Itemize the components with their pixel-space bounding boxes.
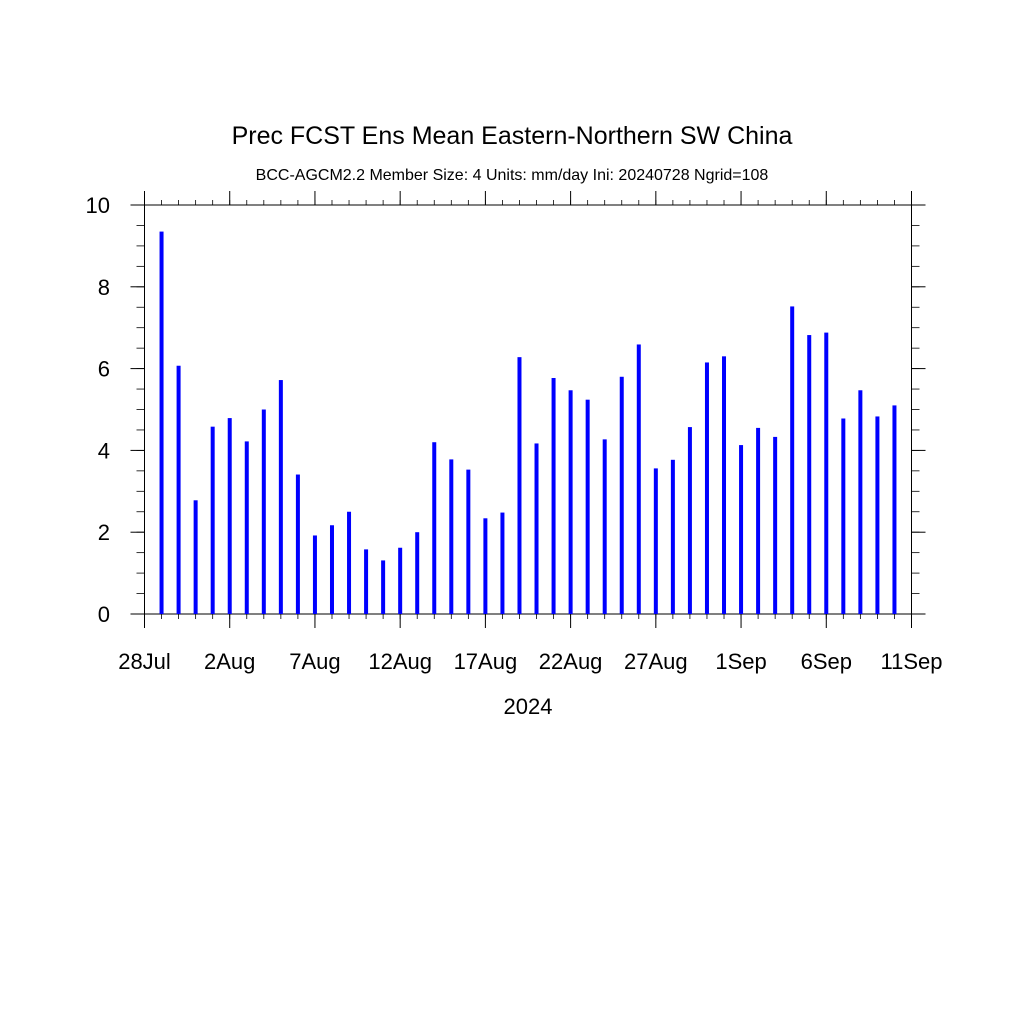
bar: [568, 390, 573, 614]
chart-subtitle: BCC-AGCM2.2 Member Size: 4 Units: mm/day…: [255, 167, 769, 184]
y-tick-label: 4: [98, 438, 110, 463]
bar: [653, 468, 658, 614]
bar: [807, 335, 812, 614]
x-tick-label: 27Aug: [624, 649, 688, 674]
bar: [193, 500, 198, 614]
bar: [670, 459, 675, 614]
bar: [824, 332, 829, 614]
plot-frame: [144, 204, 912, 615]
bar: [704, 362, 709, 614]
bar: [773, 436, 778, 614]
bar: [312, 535, 317, 614]
y-tick-label: 6: [98, 357, 110, 382]
bar: [364, 549, 369, 614]
x-tick-label: 12Aug: [368, 649, 432, 674]
y-tick-label: 10: [86, 193, 110, 218]
bar: [159, 231, 164, 614]
x-axis-title: 2024: [504, 694, 553, 719]
bar: [381, 560, 386, 614]
bar: [210, 426, 215, 614]
bar: [466, 469, 471, 614]
y-tick-label: 2: [98, 520, 110, 545]
bar: [278, 380, 283, 614]
bar: [449, 459, 454, 614]
bar: [347, 511, 352, 614]
x-tick-label: 28Jul: [118, 649, 171, 674]
y-tick-label: 0: [98, 602, 110, 627]
x-tick-label: 2Aug: [204, 649, 255, 674]
bar: [432, 442, 437, 614]
bar: [227, 418, 232, 614]
chart-title: Prec FCST Ens Mean Eastern-Northern SW C…: [231, 122, 793, 150]
bar: [722, 356, 727, 614]
bar: [244, 441, 249, 614]
bar: [534, 443, 539, 614]
bar: [739, 445, 744, 614]
y-tick-label: 8: [98, 275, 110, 300]
bar: [398, 547, 403, 614]
bar: [415, 532, 420, 614]
bar: [602, 439, 607, 614]
bar: [687, 427, 692, 614]
bar: [295, 474, 300, 614]
x-tick-label: 1Sep: [715, 649, 766, 674]
bar: [483, 518, 488, 614]
bar: [517, 357, 522, 614]
bar: [500, 512, 505, 614]
x-tick-label: 22Aug: [539, 649, 603, 674]
bar: [619, 376, 624, 614]
bar: [790, 306, 795, 614]
bar: [756, 427, 761, 614]
bar: [329, 525, 334, 614]
bar: [858, 390, 863, 614]
x-tick-label: 7Aug: [289, 649, 340, 674]
bar: [551, 378, 556, 614]
bar: [875, 416, 880, 614]
bar: [261, 409, 266, 614]
bar: [892, 405, 897, 614]
x-tick-label: 17Aug: [454, 649, 518, 674]
x-tick-label: 11Sep: [881, 649, 943, 674]
bar: [841, 418, 846, 614]
bar: [176, 365, 181, 614]
x-tick-label: 6Sep: [801, 649, 852, 674]
bar: [636, 344, 641, 614]
bar: [585, 399, 590, 614]
